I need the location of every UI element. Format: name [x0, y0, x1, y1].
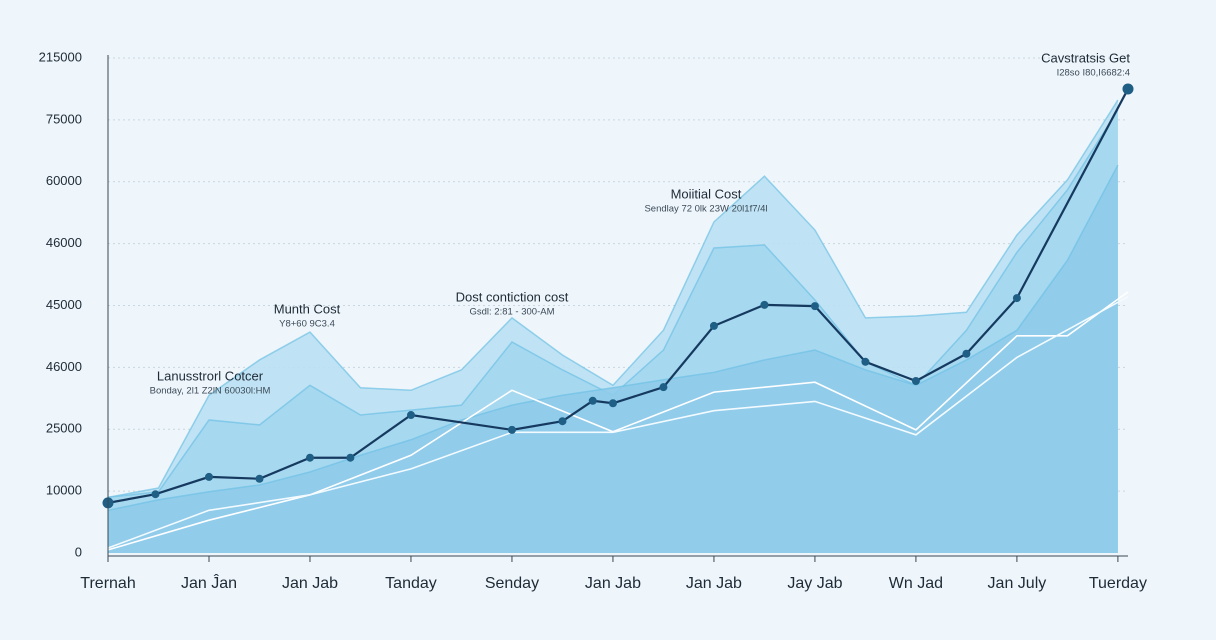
annotation: Dost contiction cost	[456, 289, 569, 304]
line	[107, 296, 1129, 549]
marker	[558, 417, 567, 426]
x-tick-label: Jan Ĵan	[181, 573, 237, 592]
y-tick-label: 75000	[46, 111, 82, 126]
y-tick-label: 46000	[46, 235, 82, 250]
marker	[507, 425, 516, 434]
area-edge	[107, 99, 1119, 499]
marker	[861, 357, 870, 366]
y-tick-label: 25000	[46, 421, 82, 436]
y-tick-label: 215000	[39, 49, 82, 64]
marker	[255, 474, 264, 483]
x-tick-label: Wn Jad	[889, 575, 943, 592]
y-tick-label: 10000	[46, 483, 82, 498]
annotation-sub: Gsdl: 2:81 - 300-AM	[469, 307, 554, 318]
x-tick-label: Jan Jab	[686, 575, 742, 592]
annotation-sub: Bonday, 2l1 Z2lN 60030l:HM	[150, 386, 271, 397]
line	[107, 88, 1129, 504]
x-tick-label: Trernah	[80, 575, 135, 592]
annotation: Lanusstrorl Cotcer	[157, 368, 264, 383]
x-tick-label: Jan Jab	[585, 575, 641, 592]
y-tick-label: 0	[75, 544, 82, 559]
marker	[151, 490, 160, 499]
marker	[588, 396, 597, 405]
annotation-sub: I28so I80,I6682:4	[1057, 68, 1130, 79]
annotation: Munth Cost	[274, 301, 341, 316]
y-tick-label: 60000	[46, 173, 82, 188]
annotation-sub: Y8+60 9C3.4	[279, 319, 335, 330]
marker	[760, 300, 769, 309]
x-tick-label: Jan July	[988, 575, 1047, 592]
x-tick-label: Tanday	[385, 575, 437, 592]
marker	[709, 321, 718, 330]
y-tick-label: 45000	[46, 297, 82, 312]
marker	[962, 349, 971, 358]
annotation: Moiitial Cost	[671, 186, 742, 201]
marker	[659, 383, 668, 392]
marker	[305, 453, 314, 462]
x-tick-label: Senday	[485, 575, 539, 592]
x-tick-label: Jay Jab	[787, 575, 842, 592]
x-tick-label: Tuerday	[1089, 575, 1147, 592]
marker	[204, 472, 213, 481]
marker	[406, 411, 415, 420]
marker	[911, 376, 920, 385]
line	[107, 291, 1129, 551]
y-tick-label: 46000	[46, 359, 82, 374]
area-edge	[107, 164, 1119, 512]
marker	[346, 453, 355, 462]
x-tick-label: Jan Jab	[282, 575, 338, 592]
annotation-sub: Sendlay 72 0lk 23W 20l1f7/4l	[644, 204, 767, 215]
marker	[1012, 294, 1021, 303]
marker	[1122, 83, 1134, 95]
marker	[810, 302, 819, 311]
marker	[608, 399, 617, 408]
annotation: Cavstratsis Get	[1041, 50, 1130, 65]
